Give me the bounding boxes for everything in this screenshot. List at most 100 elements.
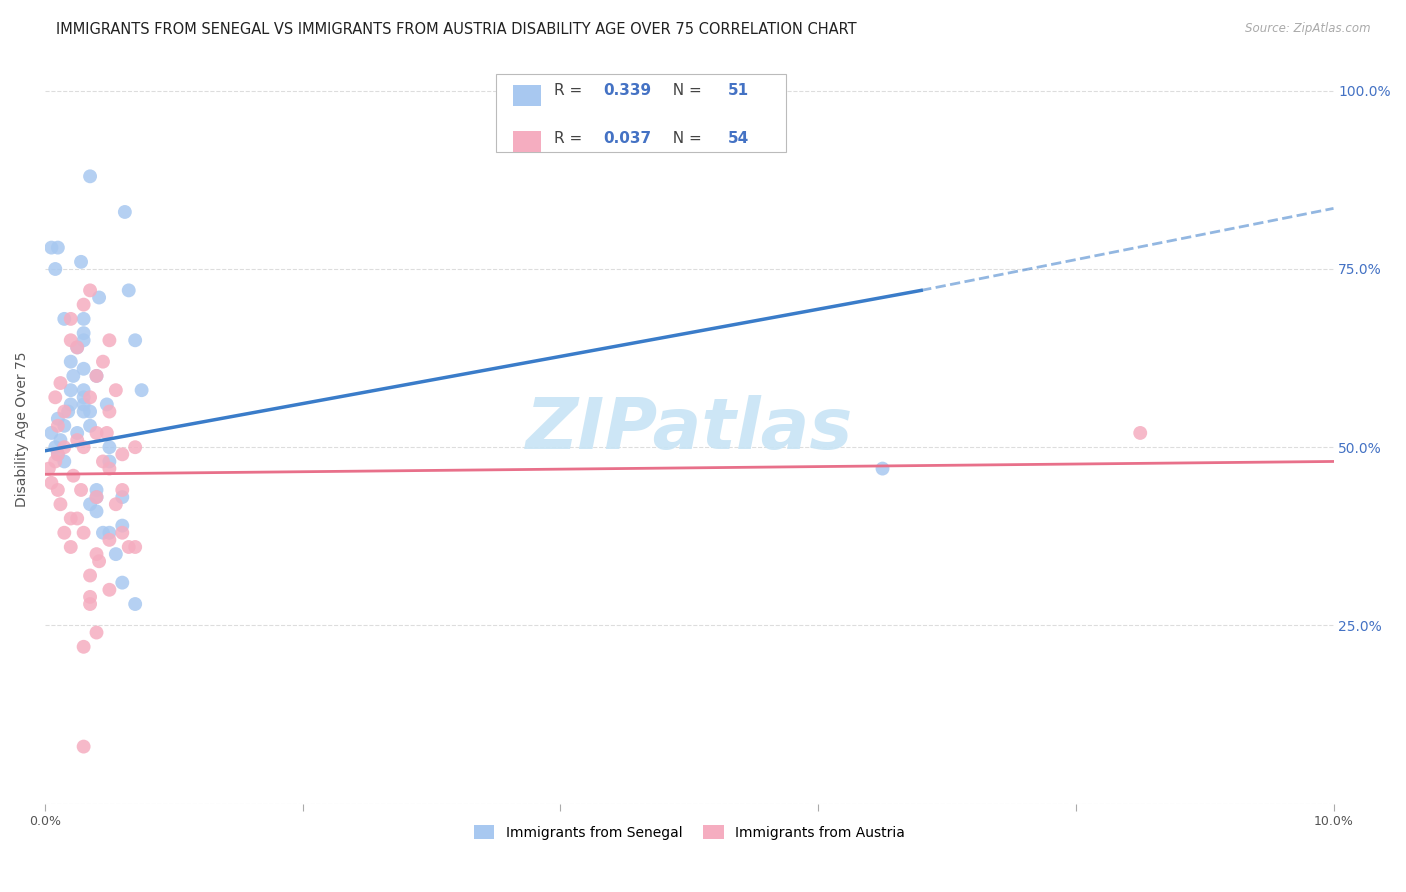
Point (79, 284, 101, 298)
Point (124, 540, 146, 554)
Point (59, 354, 82, 368)
Point (46, 483, 69, 497)
Point (53, 525, 76, 540)
Legend: Immigrants from Senegal, Immigrants from Austria: Immigrants from Senegal, Immigrants from… (468, 820, 911, 846)
Point (98, 454, 121, 468)
Point (91, 525, 114, 540)
Point (46, 418, 69, 433)
Text: 0.037: 0.037 (603, 131, 651, 146)
Text: IMMIGRANTS FROM SENEGAL VS IMMIGRANTS FROM AUSTRIA DISABILITY AGE OVER 75 CORREL: IMMIGRANTS FROM SENEGAL VS IMMIGRANTS FR… (56, 22, 856, 37)
Point (1129, 425, 1152, 440)
Point (72, 739, 94, 754)
Point (91, 454, 114, 468)
Point (41, 241, 63, 255)
Point (86, 625, 108, 640)
Point (98, 582, 121, 597)
FancyBboxPatch shape (496, 74, 786, 153)
Y-axis label: Disability Age Over 75: Disability Age Over 75 (15, 351, 30, 508)
Point (62, 468, 84, 483)
Point (59, 511, 82, 525)
Point (62, 368, 84, 383)
Point (72, 404, 94, 418)
Point (72, 326, 94, 340)
Point (41, 425, 63, 440)
Point (59, 312, 82, 326)
Point (41, 475, 63, 490)
Point (86, 483, 108, 497)
Point (96, 425, 118, 440)
Point (46, 447, 69, 461)
Point (72, 525, 94, 540)
Point (131, 383, 153, 397)
Point (79, 590, 101, 604)
Text: 0.339: 0.339 (603, 83, 651, 98)
Point (44, 262, 66, 277)
Point (44, 454, 66, 468)
Point (79, 418, 101, 433)
Point (98, 440, 121, 454)
Point (96, 397, 118, 411)
Point (44, 440, 66, 454)
Point (70, 255, 93, 269)
Point (72, 640, 94, 654)
Point (46, 411, 69, 425)
Text: ZIPatlas: ZIPatlas (526, 395, 853, 464)
Point (98, 533, 121, 547)
Text: N =: N = (664, 131, 707, 146)
Text: R =: R = (554, 83, 588, 98)
Point (98, 333, 121, 347)
Text: 54: 54 (728, 131, 749, 146)
Point (111, 447, 134, 461)
Point (86, 504, 108, 518)
Point (111, 575, 134, 590)
Point (86, 425, 108, 440)
Point (70, 483, 93, 497)
Point (59, 397, 82, 411)
Point (79, 390, 101, 404)
Point (66, 511, 89, 525)
Point (72, 397, 94, 411)
Point (98, 525, 121, 540)
Point (111, 483, 134, 497)
Point (53, 440, 76, 454)
Point (86, 490, 108, 504)
Point (53, 404, 76, 418)
Point (86, 368, 108, 383)
Point (98, 461, 121, 475)
Point (72, 333, 94, 347)
Text: R =: R = (554, 131, 588, 146)
FancyBboxPatch shape (513, 85, 541, 106)
Point (59, 540, 82, 554)
Point (118, 540, 141, 554)
Point (66, 425, 89, 440)
Point (66, 340, 89, 354)
Text: Source: ZipAtlas.com: Source: ZipAtlas.com (1246, 22, 1371, 36)
Point (86, 368, 108, 383)
Point (87, 554, 110, 568)
Point (56, 404, 79, 418)
Point (44, 390, 66, 404)
Point (87, 291, 110, 305)
Point (104, 383, 127, 397)
Point (66, 433, 89, 447)
Point (53, 454, 76, 468)
Point (79, 568, 101, 582)
Point (111, 518, 134, 533)
Point (66, 340, 89, 354)
Point (104, 497, 127, 511)
Point (46, 447, 69, 461)
Point (72, 390, 94, 404)
Point (111, 490, 134, 504)
Point (79, 497, 101, 511)
Point (98, 404, 121, 418)
Text: N =: N = (664, 83, 707, 98)
Point (872, 461, 894, 475)
Point (59, 333, 82, 347)
Point (59, 383, 82, 397)
Point (53, 312, 76, 326)
Point (49, 433, 72, 447)
Point (49, 376, 72, 390)
Point (79, 169, 101, 184)
Point (124, 440, 146, 454)
Text: 51: 51 (728, 83, 749, 98)
